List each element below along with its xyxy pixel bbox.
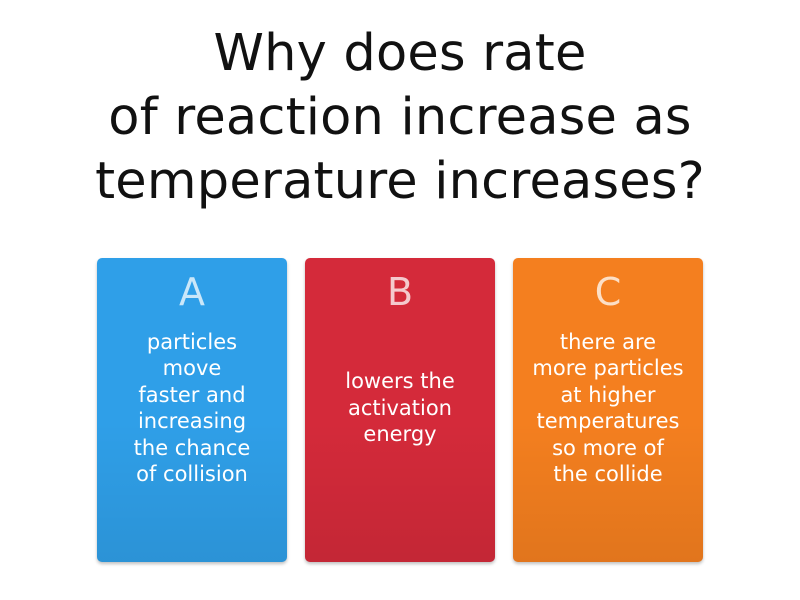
- answer-text: lowers the activation energy: [345, 369, 455, 447]
- answer-text: there are more particles at higher tempe…: [532, 329, 684, 487]
- answer-letter: C: [594, 270, 622, 314]
- answer-letter: B: [386, 270, 414, 314]
- question-line: temperature increases?: [95, 152, 705, 211]
- question-line: of reaction increase as: [108, 88, 692, 147]
- answer-letter: A: [179, 270, 205, 314]
- question-text: Why does rate of reaction increase as te…: [40, 22, 760, 214]
- question-line: Why does rate: [213, 24, 587, 83]
- answer-text: particles move faster and increasing the…: [133, 329, 251, 487]
- answer-card-c[interactable]: C there are more particles at higher tem…: [513, 258, 703, 562]
- answer-card-a[interactable]: A particles move faster and increasing t…: [97, 258, 287, 562]
- answer-card-b[interactable]: B lowers the activation energy: [305, 258, 495, 562]
- answer-options: A particles move faster and increasing t…: [97, 258, 704, 562]
